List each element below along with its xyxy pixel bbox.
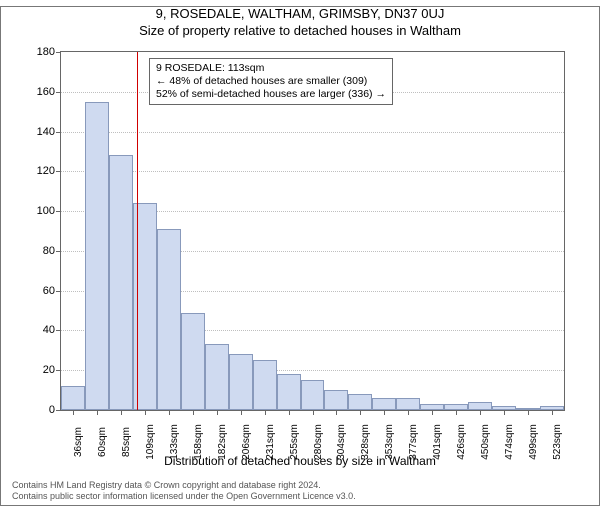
histogram-bar bbox=[109, 155, 133, 410]
xtick-mark bbox=[336, 410, 337, 415]
annotation-box: 9 ROSEDALE: 113sqm← 48% of detached hous… bbox=[149, 58, 393, 105]
ytick-mark bbox=[56, 92, 61, 93]
histogram-bar bbox=[348, 394, 372, 410]
histogram-bar bbox=[277, 374, 301, 410]
histogram-bar bbox=[301, 380, 325, 410]
ytick-label: 0 bbox=[49, 404, 55, 416]
histogram-bar bbox=[61, 386, 85, 410]
xtick-mark bbox=[504, 410, 505, 415]
xtick-label: 60sqm bbox=[97, 427, 108, 457]
attribution-1: Contains HM Land Registry data © Crown c… bbox=[12, 480, 356, 491]
ytick-label: 20 bbox=[43, 364, 55, 376]
ytick-mark bbox=[56, 251, 61, 252]
ytick-mark bbox=[56, 410, 61, 411]
title-line-2: Size of property relative to detached ho… bbox=[0, 23, 600, 38]
ytick-label: 160 bbox=[37, 86, 55, 98]
histogram-bar bbox=[85, 102, 109, 410]
xtick-mark bbox=[169, 410, 170, 415]
histogram-bar bbox=[372, 398, 396, 410]
attribution-2: Contains public sector information licen… bbox=[12, 491, 356, 502]
title-line-1: 9, ROSEDALE, WALTHAM, GRIMSBY, DN37 0UJ bbox=[0, 6, 600, 21]
histogram-bar bbox=[253, 360, 277, 410]
ytick-label: 180 bbox=[37, 46, 55, 58]
xtick-mark bbox=[265, 410, 266, 415]
xtick-mark bbox=[480, 410, 481, 415]
histogram-bar bbox=[324, 390, 348, 410]
xtick-label: 36sqm bbox=[73, 427, 84, 457]
xtick-mark bbox=[73, 410, 74, 415]
attribution: Contains HM Land Registry data © Crown c… bbox=[12, 480, 356, 502]
xtick-mark bbox=[145, 410, 146, 415]
ytick-label: 120 bbox=[37, 165, 55, 177]
xtick-mark bbox=[552, 410, 553, 415]
ytick-mark bbox=[56, 330, 61, 331]
xtick-mark bbox=[241, 410, 242, 415]
ytick-mark bbox=[56, 370, 61, 371]
ytick-mark bbox=[56, 52, 61, 53]
ytick-mark bbox=[56, 132, 61, 133]
xtick-mark bbox=[384, 410, 385, 415]
histogram-bar bbox=[157, 229, 181, 410]
x-axis-label: Distribution of detached houses by size … bbox=[0, 454, 600, 468]
ytick-mark bbox=[56, 171, 61, 172]
histogram-bar bbox=[205, 344, 229, 410]
histogram-bar bbox=[396, 398, 420, 410]
ytick-label: 80 bbox=[43, 245, 55, 257]
plot-region: 02040608010012014016018036sqm60sqm85sqm1… bbox=[61, 52, 564, 410]
xtick-mark bbox=[360, 410, 361, 415]
xtick-mark bbox=[121, 410, 122, 415]
xtick-mark bbox=[97, 410, 98, 415]
xtick-mark bbox=[313, 410, 314, 415]
xtick-mark bbox=[456, 410, 457, 415]
histogram-bar bbox=[468, 402, 492, 410]
xtick-mark bbox=[289, 410, 290, 415]
histogram-bar bbox=[229, 354, 253, 410]
xtick-mark bbox=[193, 410, 194, 415]
ytick-label: 60 bbox=[43, 285, 55, 297]
xtick-label: 85sqm bbox=[121, 427, 132, 457]
ytick-label: 140 bbox=[37, 126, 55, 138]
reference-line bbox=[137, 52, 138, 410]
annotation-line: 52% of semi-detached houses are larger (… bbox=[156, 88, 386, 101]
annotation-line: ← 48% of detached houses are smaller (30… bbox=[156, 75, 386, 88]
histogram-bar bbox=[181, 313, 205, 410]
annotation-line: 9 ROSEDALE: 113sqm bbox=[156, 62, 386, 75]
xtick-mark bbox=[528, 410, 529, 415]
ytick-label: 40 bbox=[43, 324, 55, 336]
ytick-mark bbox=[56, 291, 61, 292]
ytick-label: 100 bbox=[37, 205, 55, 217]
xtick-mark bbox=[408, 410, 409, 415]
ytick-mark bbox=[56, 211, 61, 212]
xtick-mark bbox=[432, 410, 433, 415]
xtick-mark bbox=[217, 410, 218, 415]
chart-area: 02040608010012014016018036sqm60sqm85sqm1… bbox=[60, 51, 565, 411]
